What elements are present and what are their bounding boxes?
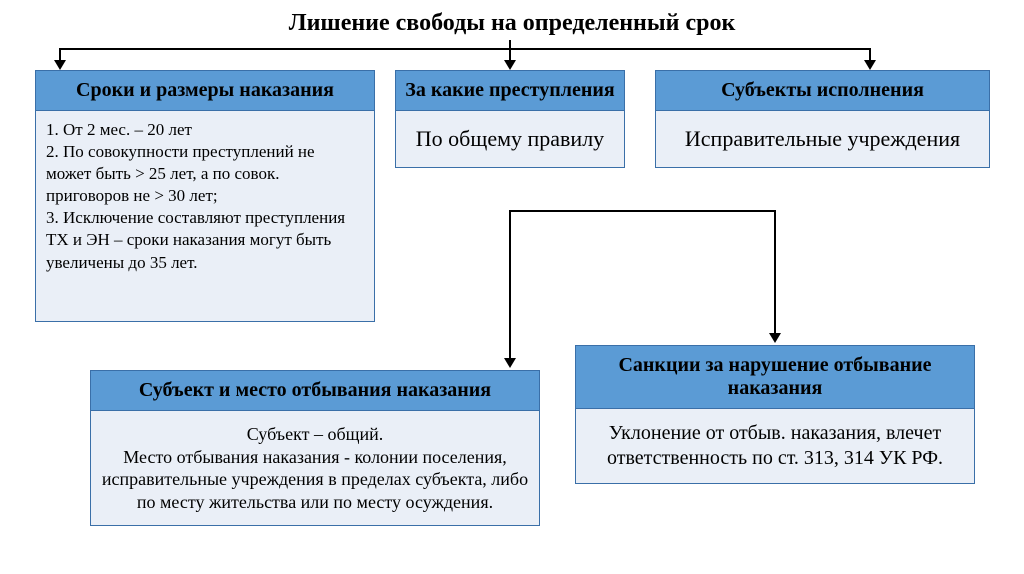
box-subject-place: Субъект и место отбывания наказания Субъ… xyxy=(90,370,540,526)
box-subjects-exec-body: Исправительные учреждения xyxy=(656,111,989,167)
box-crimes-body: По общему правилу xyxy=(396,111,624,167)
diagram-title: Лишение свободы на определенный срок xyxy=(0,0,1024,37)
box-crimes: За какие преступления По общему правилу xyxy=(395,70,625,168)
arrow-crimes xyxy=(504,60,516,70)
connector-v-down-right xyxy=(774,210,776,335)
box-terms-body: 1. От 2 мес. – 20 лет 2. По совокупности… xyxy=(36,111,374,321)
connector-v-down-left xyxy=(509,210,511,360)
box-sanctions-body: Уклонение от отбыв. наказания, влечет от… xyxy=(576,409,974,483)
box-subject-place-body: Субъект – общий. Место отбывания наказан… xyxy=(91,411,539,525)
box-terms: Сроки и размеры наказания 1. От 2 мес. –… xyxy=(35,70,375,322)
box-sanctions-header: Санкции за нарушение отбывание наказания xyxy=(576,346,974,409)
arrow-subjects xyxy=(864,60,876,70)
connector-h-mid xyxy=(509,210,776,212)
connector-h-main xyxy=(60,48,870,50)
box-sanctions: Санкции за нарушение отбывание наказания… xyxy=(575,345,975,484)
box-subjects-exec: Субъекты исполнения Исправительные учреж… xyxy=(655,70,990,168)
arrow-sanctions xyxy=(769,333,781,343)
box-subjects-exec-header: Субъекты исполнения xyxy=(656,71,989,111)
box-subject-place-header: Субъект и место отбывания наказания xyxy=(91,371,539,411)
box-terms-header: Сроки и размеры наказания xyxy=(36,71,374,111)
arrow-terms xyxy=(54,60,66,70)
box-crimes-header: За какие преступления xyxy=(396,71,624,111)
arrow-subject-place xyxy=(504,358,516,368)
connector-v-top xyxy=(509,40,511,48)
